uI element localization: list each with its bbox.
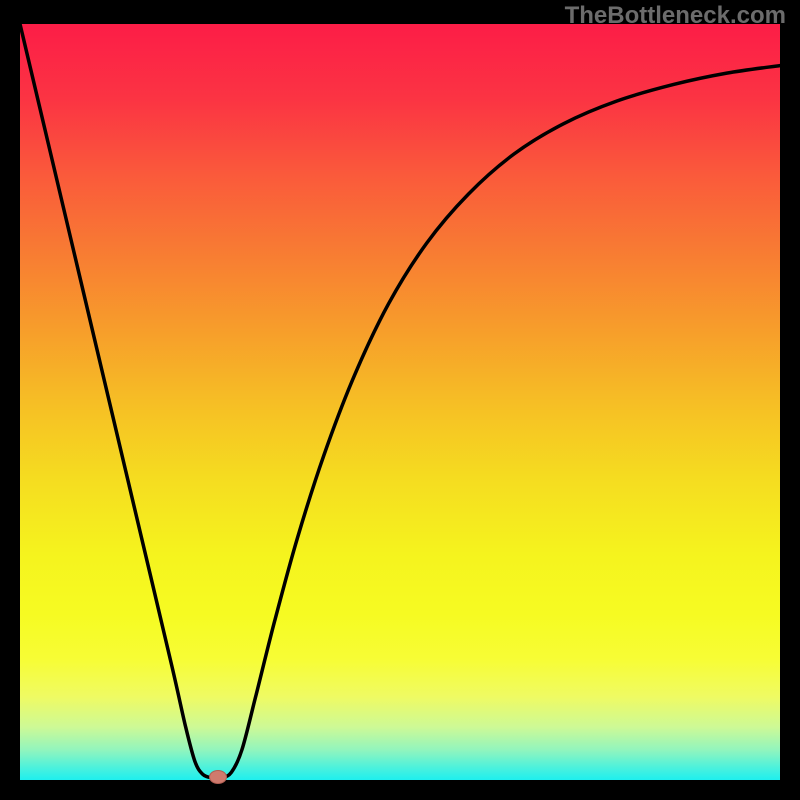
plot-area — [20, 24, 780, 780]
chart-stage: TheBottleneck.com — [0, 0, 800, 800]
curve-svg — [20, 24, 780, 780]
bottleneck-curve — [20, 24, 780, 778]
minimum-marker — [209, 770, 227, 784]
watermark-label: TheBottleneck.com — [565, 2, 786, 30]
